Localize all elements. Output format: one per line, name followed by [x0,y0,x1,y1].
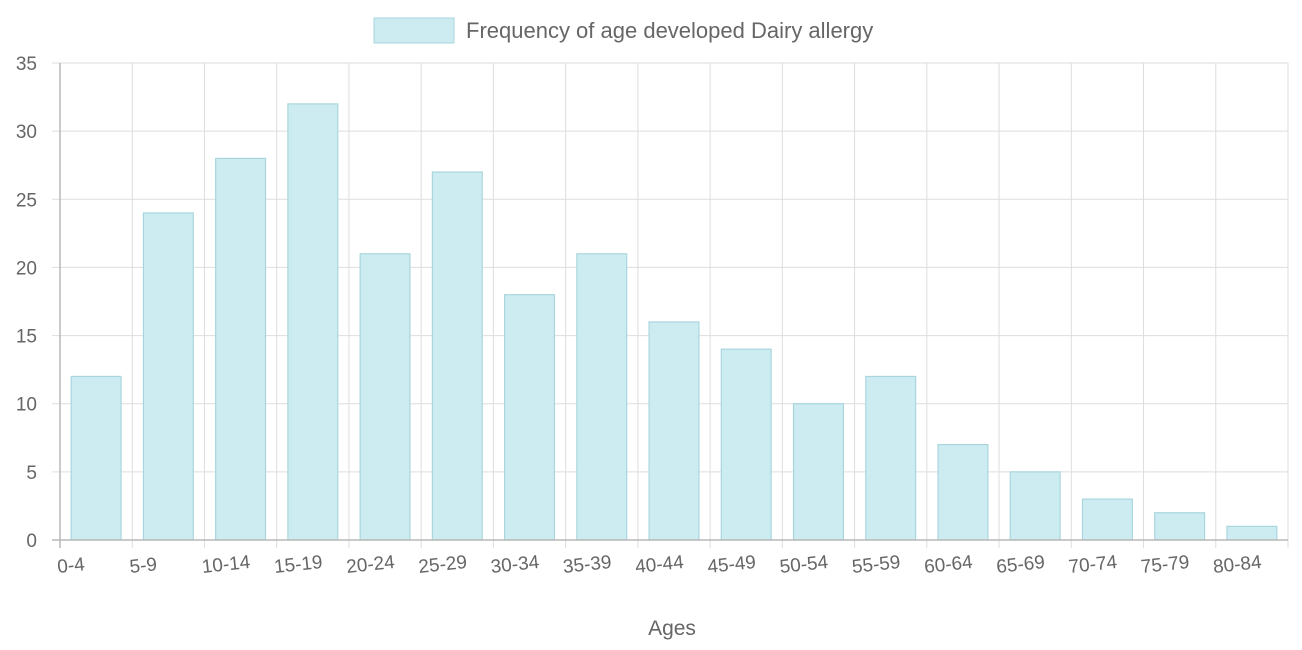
y-tick-label: 0 [26,531,37,552]
bar-20-24[interactable] [359,253,411,541]
bar-45-49[interactable] [720,348,772,541]
x-tick-label: 20-24 [345,552,396,578]
bar-75-79[interactable] [1154,512,1206,541]
bar-80-84[interactable] [1226,525,1278,541]
x-tick-label: 25-29 [418,552,469,578]
bars [70,103,1278,541]
legend[interactable]: Frequency of age developed Dairy allergy [373,17,873,44]
x-tick-label: 35-39 [562,552,613,578]
bar-30-34[interactable] [504,294,556,541]
bar-10-14[interactable] [215,157,267,541]
x-tick-label: 80-84 [1212,552,1263,578]
y-tick-label: 5 [26,463,37,484]
bar-5-9[interactable] [142,212,194,541]
bar-25-29[interactable] [431,171,483,541]
y-tick-label: 35 [16,54,37,75]
axes [52,63,1288,548]
bar-60-64[interactable] [937,444,989,541]
x-tick-label: 75-79 [1140,552,1191,578]
bar-0-4[interactable] [70,375,122,541]
x-tick-label: 10-14 [201,552,252,578]
x-tick-label: 15-19 [273,552,324,578]
x-axis-title: Ages [648,617,696,640]
bar-50-54[interactable] [792,403,844,541]
x-tick-label: 30-34 [490,552,541,578]
y-tick-label: 25 [16,190,37,211]
legend-swatch [373,17,455,44]
x-tick-label: 60-64 [923,552,974,578]
x-tick-label: 45-49 [706,552,757,578]
bar-65-69[interactable] [1009,471,1061,541]
x-tick-label: 50-54 [779,552,830,578]
x-tick-label: 55-59 [851,552,902,578]
x-tick-label: 65-69 [995,552,1046,578]
bar-40-44[interactable] [648,321,700,541]
y-tick-label: 10 [16,395,37,416]
y-tick-label: 30 [16,122,37,143]
bar-55-59[interactable] [865,375,917,541]
bar-35-39[interactable] [576,253,628,541]
y-tick-label: 20 [16,258,37,279]
y-axis-ticks: 0 5 10 15 20 25 30 35 [16,54,37,552]
x-tick-label: 40-44 [634,552,685,578]
x-tick-label: 0-4 [56,554,86,578]
x-axis-ticks: 0-4 5-9 10-14 15-19 20-24 25-29 30-34 35-39 40-4… [56,552,1263,578]
y-tick-label: 15 [16,327,37,348]
bar-70-74[interactable] [1081,498,1133,541]
legend-label: Frequency of age developed Dairy allergy [466,18,873,43]
x-tick-label: 70-74 [1068,552,1119,578]
x-tick-label: 5-9 [129,554,159,578]
bar-15-19[interactable] [287,103,339,541]
